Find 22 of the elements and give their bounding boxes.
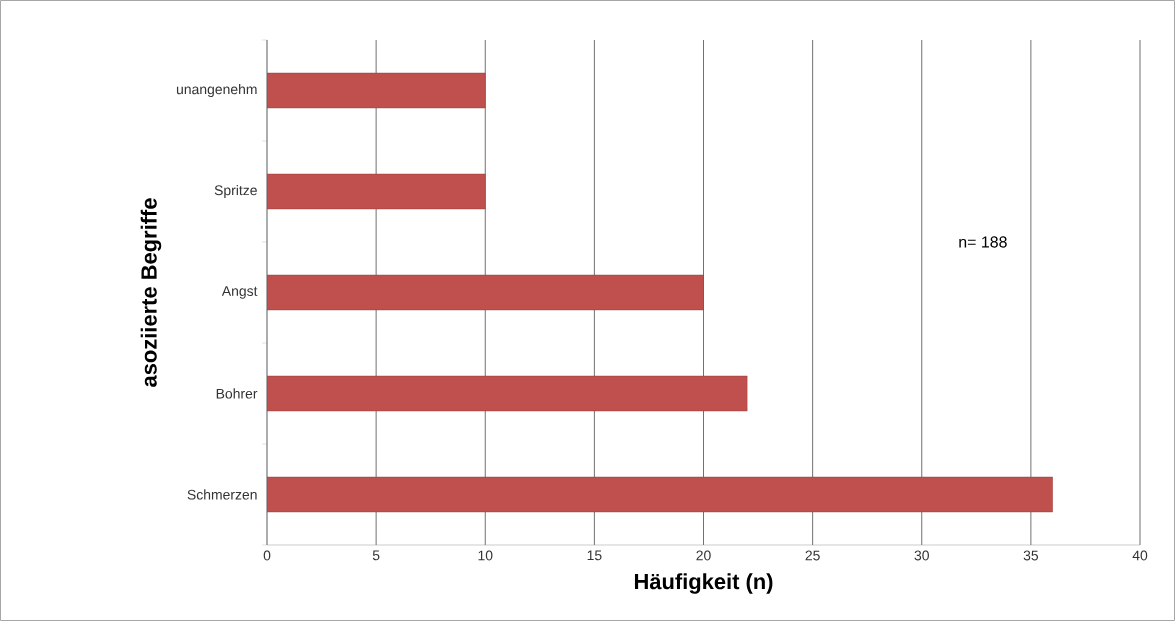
x-axis-title: Häufigkeit (n) [634, 573, 773, 594]
bar [267, 476, 1053, 513]
x-tick-label: 0 [263, 550, 271, 561]
x-tick-label: 15 [587, 550, 602, 561]
bar [267, 173, 486, 210]
x-tick-label: 10 [478, 550, 493, 561]
y-axis-title: asoziierte Begriffe [140, 198, 162, 387]
bar [267, 274, 704, 311]
y-tick-label: unangenehm [176, 83, 257, 97]
y-tick-label: Angst [221, 286, 258, 299]
x-tick-label: 5 [372, 550, 380, 561]
bar [267, 375, 748, 412]
y-tick-label: Spritze [214, 184, 257, 198]
y-tick-label: Bohrer [216, 388, 258, 399]
x-tick-label: 30 [914, 550, 929, 561]
x-tick-label: 35 [1023, 550, 1039, 561]
x-tick-label: 25 [805, 550, 820, 561]
annotation: n= 188 [959, 236, 1007, 248]
x-tick-label: 40 [1132, 550, 1148, 561]
x-tick-label: 20 [696, 550, 711, 561]
y-tick-label: Schmerzen [187, 489, 257, 500]
bar [267, 72, 486, 109]
